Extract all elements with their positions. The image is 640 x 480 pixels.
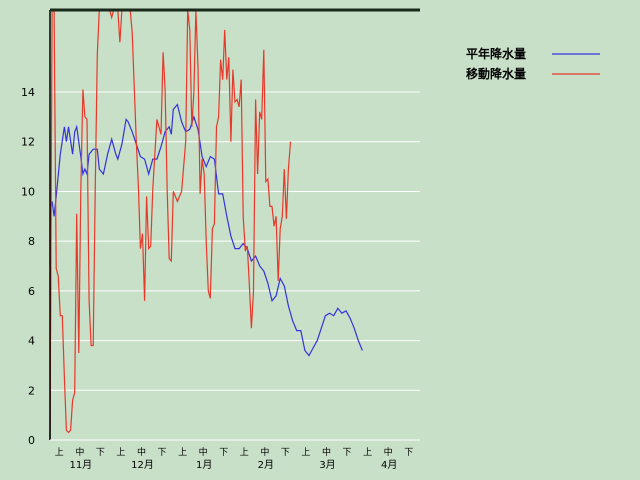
x-month-label-5: 4月 [381, 459, 397, 471]
y-tick-label-4: 8 [28, 235, 35, 248]
x-month-label-4: 3月 [319, 459, 335, 471]
y-tick-label-1: 2 [28, 384, 35, 397]
x-period-label-0: 上 [55, 447, 64, 458]
series-line-0 [49, 103, 363, 441]
x-period-label-9: 上 [240, 447, 249, 458]
x-month-label-0: 11月 [69, 459, 92, 471]
series-line-1 [49, 9, 292, 441]
x-period-label-3: 上 [116, 447, 125, 458]
x-period-label-15: 上 [363, 447, 372, 458]
y-tick-label-6: 12 [21, 136, 35, 149]
x-period-label-13: 中 [322, 446, 331, 458]
x-period-label-16: 中 [384, 446, 393, 458]
x-period-label-7: 中 [199, 446, 208, 458]
axes [49, 8, 420, 441]
x-period-label-10: 中 [260, 446, 269, 458]
x-period-label-12: 上 [301, 447, 310, 458]
grid-lines [50, 91, 420, 441]
x-month-label-1: 12月 [131, 459, 154, 471]
legend-label-0: 平年降水量 [466, 46, 526, 61]
plot-area [50, 10, 420, 440]
x-month-label-2: 1月 [196, 459, 212, 471]
x-period-label-5: 下 [158, 448, 167, 458]
x-period-label-8: 下 [219, 448, 228, 458]
y-tick-label-5: 10 [21, 185, 35, 198]
y-tick-label-7: 14 [21, 86, 35, 99]
x-period-label-4: 中 [137, 446, 146, 458]
y-tick-label-2: 4 [28, 335, 35, 348]
legend-label-1: 移動降水量 [466, 66, 526, 81]
y-tick-labels: 0 2 4 6 8 10 12 14 [21, 86, 35, 447]
x-period-label-1: 中 [75, 446, 84, 458]
x-period-label-17: 下 [404, 448, 413, 458]
series-lines [49, 9, 363, 441]
x-period-label-2: 下 [96, 448, 105, 458]
x-period-label-11: 下 [281, 448, 290, 458]
x-period-label-14: 下 [343, 448, 352, 458]
x-period-label-6: 上 [178, 447, 187, 458]
y-tick-label-0: 0 [28, 434, 35, 447]
x-tick-labels: 上中下上中下上中下上中下上中下上中下11月 12月 1月 2月 3月 4月 [55, 446, 413, 471]
y-tick-label-3: 6 [28, 285, 35, 298]
x-month-label-3: 2月 [258, 459, 274, 471]
